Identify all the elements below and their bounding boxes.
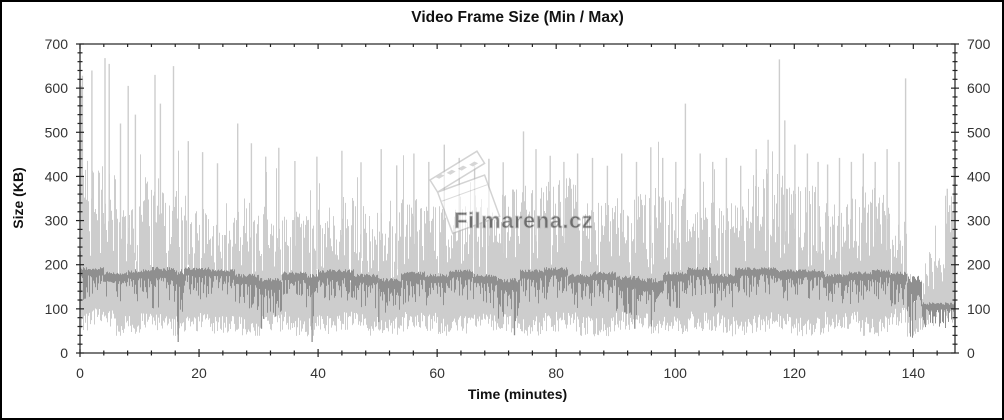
y-tick-label-left: 600	[45, 80, 69, 96]
clapperboard-icon	[428, 150, 501, 235]
watermark: Filmarena.cz	[428, 150, 593, 235]
y-tick-label-left: 500	[45, 124, 69, 140]
x-tick-label: 100	[664, 365, 688, 381]
y-tick-label-right: 700	[967, 36, 991, 52]
y-tick-label-left: 300	[45, 213, 69, 229]
y-tick-label-left: 0	[60, 345, 68, 361]
x-tick-label: 40	[310, 365, 326, 381]
y-tick-label-right: 400	[967, 168, 991, 184]
x-tick-label: 140	[902, 365, 926, 381]
x-tick-label: 0	[76, 365, 84, 381]
x-tick-label: 120	[783, 365, 807, 381]
x-tick-label: 80	[548, 365, 564, 381]
x-axis-title: Time (minutes)	[467, 386, 568, 402]
y-tick-label-right: 300	[967, 213, 991, 229]
y-tick-label-right: 100	[967, 301, 991, 317]
x-tick-label: 20	[191, 365, 207, 381]
watermark-text: Filmarena.cz	[454, 208, 593, 233]
min-series-downspikes	[177, 278, 653, 342]
y-tick-label-right: 500	[967, 124, 991, 140]
y-tick-label-right: 600	[967, 80, 991, 96]
y-tick-label-left: 700	[45, 36, 69, 52]
x-tick-label: 60	[429, 365, 445, 381]
y-tick-label-left: 200	[45, 257, 69, 273]
axes	[76, 43, 959, 357]
y-tick-label-left: 100	[45, 301, 69, 317]
y-tick-label-right: 0	[967, 345, 975, 361]
y-tick-label-right: 200	[967, 257, 991, 273]
chart-title: Video Frame Size (Min / Max)	[411, 9, 624, 26]
y-tick-label-left: 400	[45, 168, 69, 184]
